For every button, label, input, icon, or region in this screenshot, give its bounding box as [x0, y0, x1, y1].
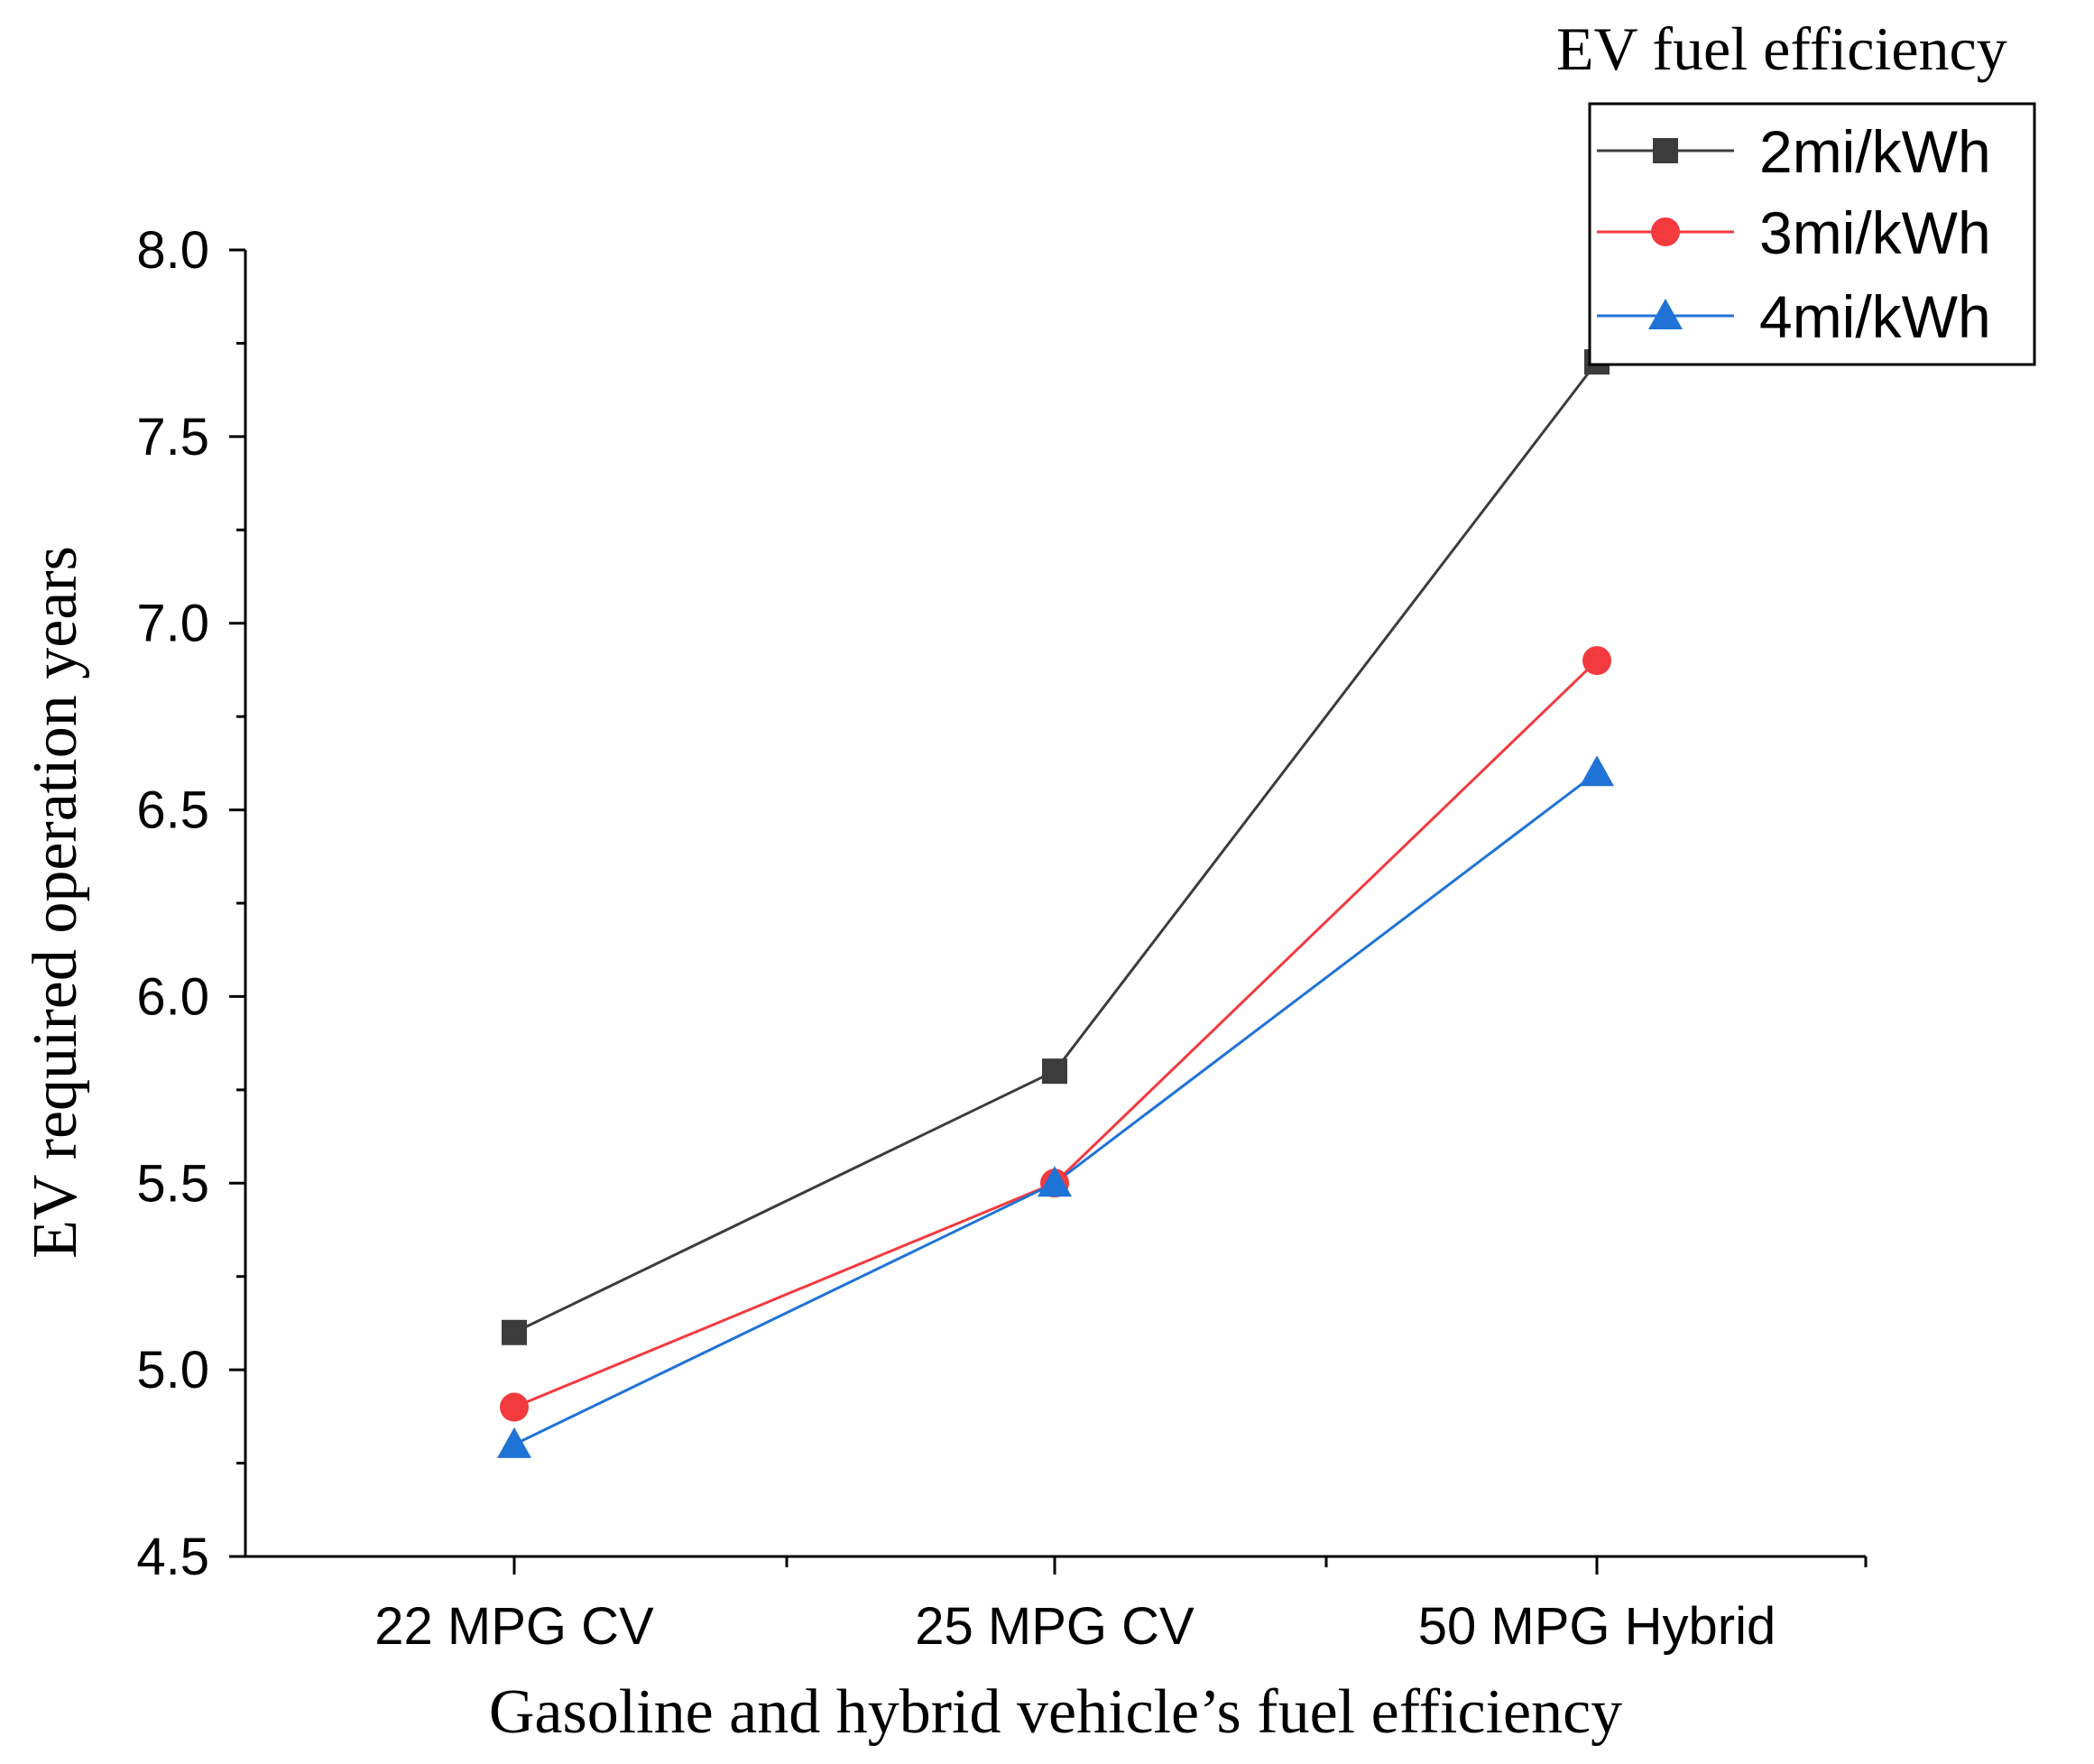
y-tick-label-2: 5.0: [136, 1341, 209, 1399]
y-tick-label-4: 6.0: [136, 967, 209, 1026]
legend-label-2: 3mi/kWh: [1759, 199, 1991, 266]
series-3-point-1: [497, 1427, 531, 1458]
x-tick-label-1: 22 MPG CV: [374, 1597, 654, 1656]
legend: 2mi/kWh 3mi/kWh 4mi/kWh: [1588, 102, 2036, 366]
x-axis-ticks: 22 MPG CV 25 MPG CV 50 MPG Hybrid: [374, 1556, 1868, 1656]
y-axis-ticks: 4.5 5.0 5.5 6.0 6.5 7.0 7.5 8.0: [136, 221, 245, 1586]
legend-title: EV fuel efficiency: [1556, 14, 2007, 83]
x-tick-label-2: 25 MPG CV: [915, 1597, 1195, 1656]
legend-marker-3: [1648, 299, 1683, 329]
series-3-point-3: [1580, 755, 1614, 787]
series-2-point-3: [1582, 646, 1611, 676]
y-tick-label-5: 6.5: [136, 781, 209, 840]
series-3-point-2: [1038, 1166, 1072, 1197]
y-tick-label-7: 7.5: [136, 408, 209, 466]
series-1-point-1: [502, 1319, 527, 1345]
axes: [244, 250, 1866, 1558]
series-markers: [497, 349, 1614, 1458]
x-tick-label-3: 50 MPG Hybrid: [1418, 1597, 1776, 1656]
series-1-point-2: [1042, 1058, 1067, 1085]
y-axis-title: EV required operation years: [21, 546, 90, 1259]
y-tick-label-1: 4.5: [136, 1528, 209, 1586]
y-tick-label-3: 5.5: [136, 1154, 209, 1213]
series-lines: [512, 360, 1599, 1446]
series-2-point-1: [500, 1392, 529, 1422]
legend-marker-2: [1651, 217, 1680, 246]
legend-items: 2mi/kWh 3mi/kWh 4mi/kWh: [1597, 118, 1991, 350]
x-axis-title: Gasoline and hybrid vehicle’s fuel effic…: [489, 1677, 1622, 1747]
series-line-2: [512, 659, 1599, 1409]
legend-label-3: 4mi/kWh: [1759, 283, 1991, 350]
y-tick-label-6: 7.0: [136, 595, 209, 653]
y-tick-label-8: 8.0: [136, 221, 209, 280]
series-line-3: [512, 771, 1599, 1446]
legend-label-1: 2mi/kWh: [1759, 118, 1991, 185]
legend-marker-1: [1653, 138, 1678, 163]
